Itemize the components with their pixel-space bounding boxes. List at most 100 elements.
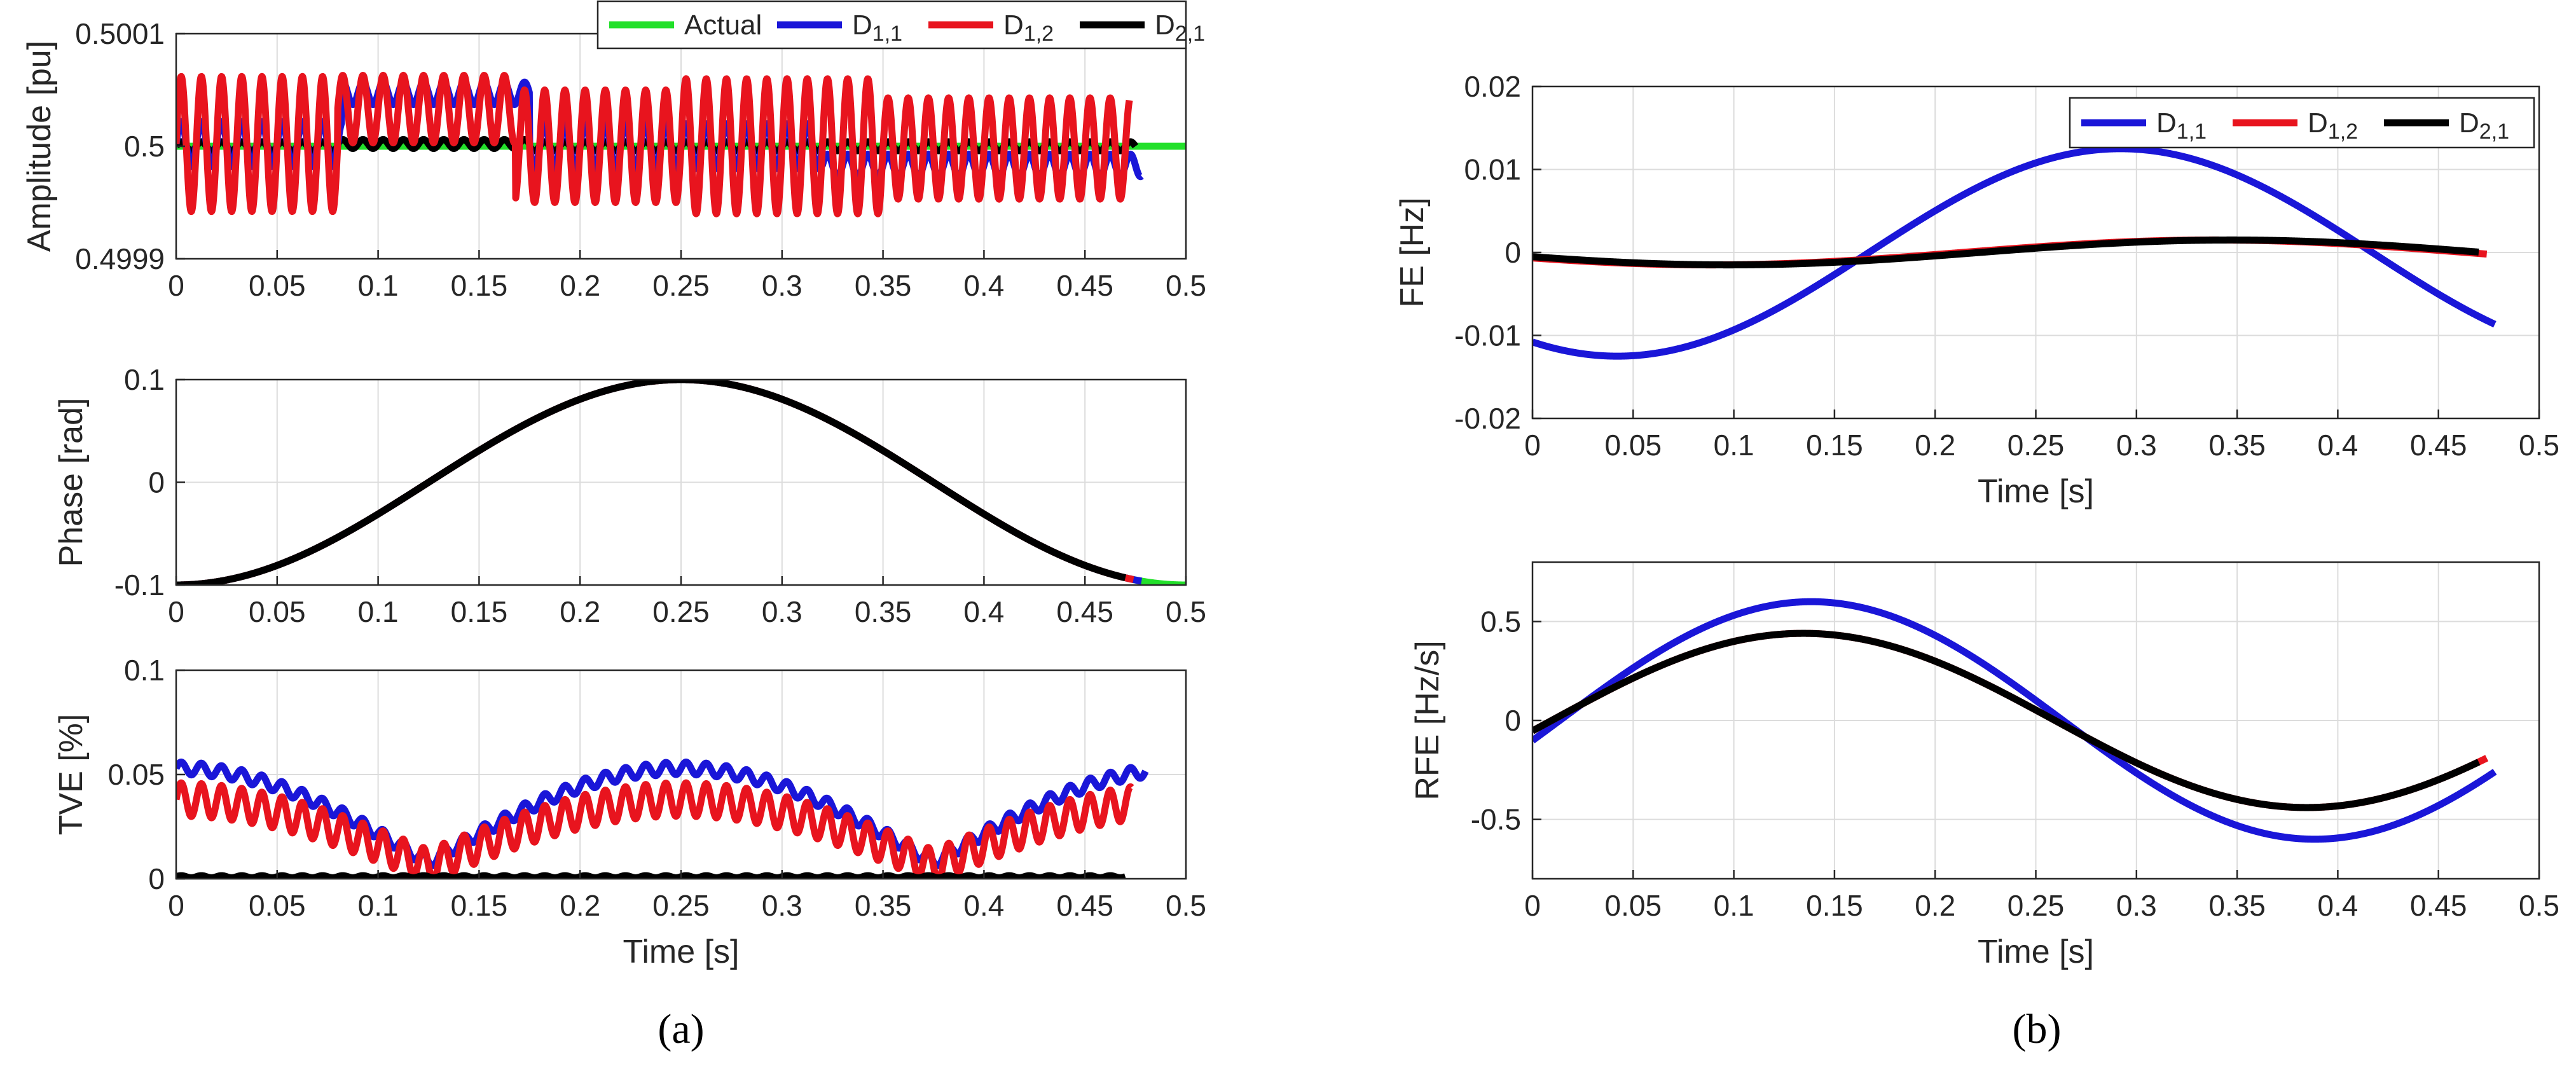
x-tick-label: 0.5 [2519,889,2559,922]
amp-y-axis-label: Amplitude [pu] [21,41,58,252]
x-tick-label: 0.5 [1166,595,1206,628]
x-tick-label: 0.5 [1166,889,1206,922]
y-tick-label: 0.05 [107,758,165,791]
y-tick-label: -0.1 [114,568,165,602]
series-line-d21 [1533,236,2482,269]
fe-legend: D1,1 D1,2 D2,1 [2069,97,2535,149]
x-tick-label: 0 [1524,429,1541,462]
x-tick-label: 0 [168,595,184,628]
rfe-x-axis-label: Time [s] [1978,933,2094,970]
y-tick-label: 0 [1505,704,1521,737]
legend-box [2069,97,2535,149]
amp-legend: Actual D1,1 D1,2 D2,1 [596,0,1205,50]
x-tick-label: 0 [168,269,184,302]
x-tick-label: 0.05 [249,269,306,302]
x-tick-label: 0.1 [358,269,399,302]
panel-b-caption: (b) [2013,1006,2062,1052]
panel-a-caption: (a) [658,1006,704,1052]
x-tick-label: 0.3 [762,889,802,922]
x-tick-label: 0.45 [2410,429,2467,462]
legend-label-d11: D1,1 [2156,107,2207,144]
series-line-d12 [176,779,1135,879]
x-tick-label: 0.05 [1605,429,1662,462]
y-tick-label: 0 [148,466,165,499]
legend-label-d21: D2,1 [2459,107,2509,144]
legend-label-d11: D1,1 [852,10,902,46]
y-tick-label: 0 [1505,236,1521,269]
x-tick-label: 0.25 [2008,429,2065,462]
x-tick-label: 0.2 [560,269,600,302]
tve-series [176,758,1149,879]
x-tick-label: 0.35 [2208,429,2266,462]
x-tick-label: 0.2 [1915,889,1955,922]
y-tick-label: -0.01 [1454,319,1521,352]
y-tick-label: 0.5001 [75,17,165,50]
amp-series [176,71,1186,217]
x-tick-label: 0.2 [1915,429,1955,462]
x-tick-label: 0.3 [762,269,802,302]
x-tick-label: 0.05 [249,889,306,922]
x-tick-label: 0.45 [1056,595,1113,628]
legend-label-actual: Actual [684,10,762,41]
tve-x-axis-label: Time [s] [623,933,740,970]
x-tick-label: 0.35 [2208,889,2266,922]
x-tick-label: 0.15 [1806,429,1863,462]
x-tick-label: 0.25 [652,595,710,628]
fe-x-axis-label: Time [s] [1978,473,2094,510]
x-tick-label: 0.45 [1056,889,1113,922]
phase-chart: 0 0.05 0.1 0.15 0.2 0.25 0.3 0.35 0.4 0.45 0.5 -0.1… [53,363,1206,628]
x-tick-label: 0.3 [2116,889,2157,922]
y-tick-label: 0.4999 [75,242,165,275]
fe-chart: 0 0.05 0.1 0.15 0.2 0.25 0.3 0.35 0.4 0.45 0.5 -0.0… [1394,70,2559,510]
x-tick-label: 0.4 [2317,429,2358,462]
legend-label-d12: D1,2 [2308,107,2358,144]
series-line-d11 [1533,145,2498,360]
x-tick-label: 0.15 [451,595,508,628]
y-tick-label: -0.02 [1454,402,1521,435]
x-tick-label: 0.4 [2317,889,2358,922]
y-tick-label: 0 [148,862,165,895]
x-tick-label: 0 [168,889,184,922]
rfe-y-axis-label: RFE [Hz/s] [1409,640,1446,800]
x-tick-label: 0.3 [2116,429,2157,462]
x-tick-label: 0.15 [1806,889,1863,922]
x-tick-label: 0.5 [1166,269,1206,302]
x-tick-label: 0.45 [2410,889,2467,922]
x-tick-label: 0.35 [855,269,912,302]
y-tick-label: 0.1 [124,654,165,687]
series-line-d21 [1533,630,2482,811]
legend-label-d21: D2,1 [1155,10,1205,46]
x-tick-label: 0.05 [249,595,306,628]
tve-y-axis-label: TVE [%] [53,714,90,836]
x-tick-label: 0.15 [451,269,508,302]
fe-series [1533,145,2498,360]
y-tick-label: 0.5 [1480,605,1521,638]
fe-y-axis-label: FE [Hz] [1394,197,1431,307]
x-tick-label: 0.4 [963,595,1004,628]
x-tick-label: 0.4 [963,889,1004,922]
series-line-d21 [176,872,1129,879]
x-tick-label: 0.1 [1714,889,1754,922]
x-tick-label: 0.1 [1714,429,1754,462]
x-tick-label: 0.5 [2519,429,2559,462]
series-line-d21 [176,380,1129,585]
x-tick-label: 0 [1524,889,1541,922]
phase-series [176,380,1186,585]
x-tick-label: 0.4 [963,269,1004,302]
y-tick-label: 0.01 [1464,153,1521,186]
series-line-d11 [1533,598,2498,843]
x-tick-label: 0.25 [2008,889,2065,922]
x-tick-label: 0.35 [855,889,912,922]
y-tick-label: 0.5 [124,130,165,163]
rfe-series [1533,598,2498,843]
x-tick-label: 0.2 [560,595,600,628]
legend-label-d12: D1,2 [1003,10,1054,46]
x-tick-label: 0.1 [358,889,399,922]
x-tick-label: 0.25 [652,269,710,302]
amp-chart: 0 0.05 0.1 0.15 0.2 0.25 0.3 0.35 0.4 0.45 0.5 0.49… [21,0,1206,302]
y-tick-label: 0.02 [1464,70,1521,103]
phase-y-axis-label: Phase [rad] [53,398,90,567]
tve-chart: 0 0.05 0.1 0.15 0.2 0.25 0.3 0.35 0.4 0.45 0.5 0 0.0… [53,654,1206,970]
x-tick-label: 0.35 [855,595,912,628]
